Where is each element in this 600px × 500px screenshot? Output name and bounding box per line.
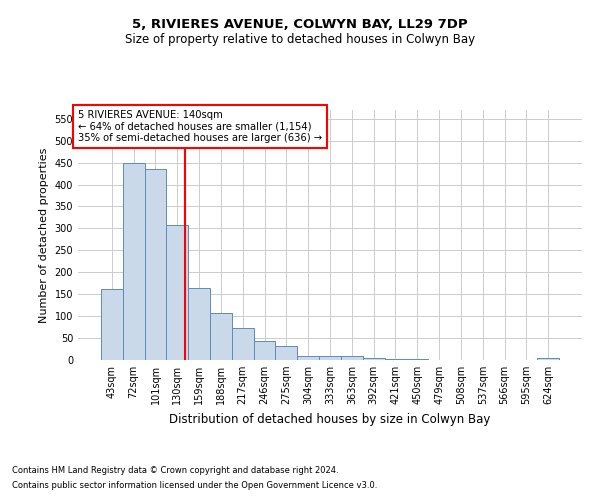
Text: Contains HM Land Registry data © Crown copyright and database right 2024.: Contains HM Land Registry data © Crown c… [12, 466, 338, 475]
Bar [101, 288, 123, 360]
Bar [341, 356, 363, 360]
Bar [319, 356, 341, 360]
Text: Size of property relative to detached houses in Colwyn Bay: Size of property relative to detached ho… [125, 32, 475, 46]
Bar [297, 356, 319, 360]
Bar [123, 162, 145, 360]
Bar [232, 328, 254, 360]
Bar [188, 288, 210, 360]
Text: 5 RIVIERES AVENUE: 140sqm
← 64% of detached houses are smaller (1,154)
35% of se: 5 RIVIERES AVENUE: 140sqm ← 64% of detac… [78, 110, 322, 143]
Text: 5, RIVIERES AVENUE, COLWYN BAY, LL29 7DP: 5, RIVIERES AVENUE, COLWYN BAY, LL29 7DP [132, 18, 468, 30]
Bar [166, 226, 188, 360]
Text: Contains public sector information licensed under the Open Government Licence v3: Contains public sector information licen… [12, 481, 377, 490]
X-axis label: Distribution of detached houses by size in Colwyn Bay: Distribution of detached houses by size … [169, 412, 491, 426]
Bar [210, 313, 232, 360]
Bar [537, 358, 559, 360]
Bar [406, 359, 428, 360]
Bar [363, 358, 385, 360]
Bar [145, 169, 166, 360]
Bar [275, 346, 297, 360]
Bar [385, 359, 406, 360]
Bar [254, 340, 275, 360]
Y-axis label: Number of detached properties: Number of detached properties [39, 148, 49, 322]
